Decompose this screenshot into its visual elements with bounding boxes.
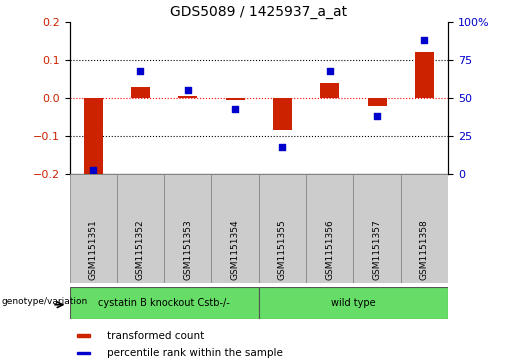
Text: GSM1151356: GSM1151356 [325,219,334,280]
Text: GSM1151351: GSM1151351 [89,219,98,280]
Point [278,144,286,150]
Bar [131,86,150,98]
Point [325,68,334,73]
Text: GSM1151353: GSM1151353 [183,219,192,280]
Text: GSM1151355: GSM1151355 [278,219,287,280]
Bar [368,98,387,106]
Bar [415,52,434,98]
Point [89,167,97,172]
Bar [77,352,90,354]
Point [184,87,192,93]
FancyBboxPatch shape [212,174,259,283]
Bar [84,98,102,180]
FancyBboxPatch shape [259,287,448,319]
Bar [273,98,292,130]
Text: percentile rank within the sample: percentile rank within the sample [107,348,283,358]
Point [373,113,381,119]
Text: genotype/variation: genotype/variation [2,297,88,306]
FancyBboxPatch shape [306,174,353,283]
Bar [178,96,197,98]
Point [231,106,239,111]
FancyBboxPatch shape [353,174,401,283]
FancyBboxPatch shape [401,174,448,283]
Bar [226,98,245,100]
FancyBboxPatch shape [117,174,164,283]
FancyBboxPatch shape [70,174,117,283]
Text: GSM1151354: GSM1151354 [231,219,239,280]
Title: GDS5089 / 1425937_a_at: GDS5089 / 1425937_a_at [170,5,347,19]
Text: wild type: wild type [331,298,376,308]
Text: transformed count: transformed count [107,331,204,341]
Point [420,37,428,43]
FancyBboxPatch shape [259,174,306,283]
Text: GSM1151352: GSM1151352 [136,219,145,280]
Bar [77,334,90,337]
Text: GSM1151358: GSM1151358 [420,219,429,280]
FancyBboxPatch shape [164,174,212,283]
Text: cystatin B knockout Cstb-/-: cystatin B knockout Cstb-/- [98,298,230,308]
Bar [320,83,339,98]
Point [136,68,145,73]
Text: GSM1151357: GSM1151357 [372,219,382,280]
FancyBboxPatch shape [70,287,259,319]
